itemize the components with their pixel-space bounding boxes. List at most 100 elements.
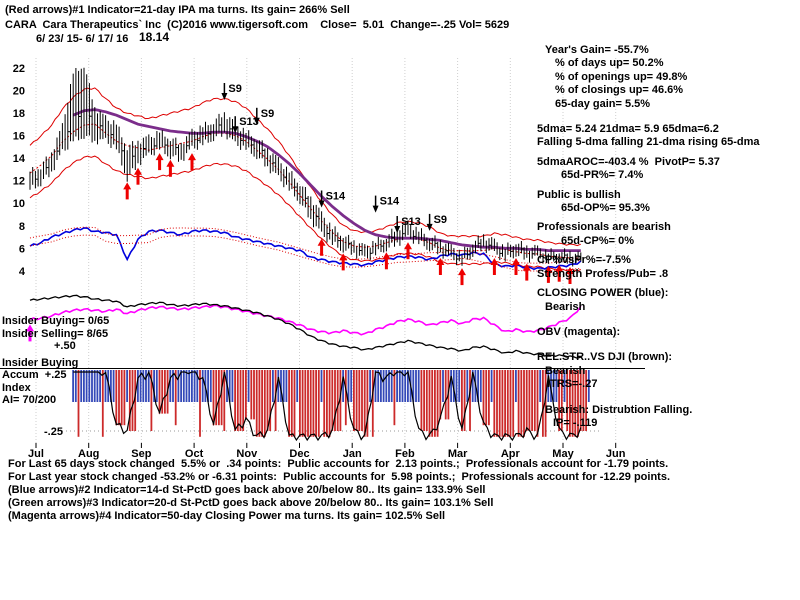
obv-line: [29, 304, 582, 336]
buy-arrow: [544, 265, 553, 283]
buy-arrow: [188, 153, 196, 171]
stat-line: Public is bullish: [537, 188, 621, 201]
x-axis-month-label: Feb: [395, 448, 415, 460]
stat-line: IP= -.119: [553, 416, 598, 429]
x-axis-month-label: Jan: [343, 448, 362, 460]
y-axis-tick-label: 12: [13, 176, 25, 188]
y-axis-labels: 22 20 18 16 14 12 10 8 6 4: [13, 63, 26, 278]
stat-line: Bearish: Distrubtion Falling.: [545, 403, 693, 416]
x-axis-month-label: Dec: [289, 448, 309, 460]
sell-signal-label: S13: [401, 216, 421, 228]
chart-annotation: Insider Selling= 8/65: [2, 328, 109, 340]
y-axis-tick-label: 8: [19, 221, 25, 233]
buy-arrow: [339, 253, 348, 271]
magenta-arrow-group: [26, 324, 34, 342]
buy-arrow: [512, 258, 520, 275]
footer-line: For Last year stock changed -53.2% or -6…: [8, 471, 670, 483]
month-labels: Jul Aug Sep Oct Nov Dec Jan Feb Mar Apr May Jun: [28, 443, 626, 460]
y-axis-tick-label: 14: [13, 153, 26, 165]
stat-line: Bearish: [545, 300, 586, 313]
y-axis-tick-label: 20: [13, 85, 25, 97]
stat-line: OBV (magenta):: [537, 325, 621, 338]
sell-signal-label: S14: [380, 196, 400, 208]
buy-arrow: [490, 258, 499, 275]
buy-arrows: [123, 153, 574, 286]
closing-power-bands: [29, 226, 581, 272]
price-bars: [29, 67, 582, 267]
x-axis-month-label: Sep: [131, 448, 151, 460]
closing-power-line: [29, 227, 582, 271]
sell-signal-label: S9: [228, 83, 241, 95]
buy-arrow: [555, 264, 564, 282]
buy-arrow: [436, 258, 445, 275]
x-axis-month-label: Jul: [28, 448, 44, 460]
buy-arrow: [458, 268, 466, 286]
magenta-buy-arrow: [26, 324, 34, 342]
stat-line: CLOSING POWER (blue):: [537, 287, 669, 300]
x-axis-month-label: Mar: [448, 448, 468, 460]
rel-strength-dji-line: [29, 294, 581, 359]
chart-annotation: -.25: [44, 426, 63, 438]
footer-line: (Green arrows)#3 Indicator=20-d St-PctD …: [8, 497, 494, 509]
x-axis-month-label: Aug: [78, 448, 99, 460]
y-axis-tick-label: 10: [13, 198, 25, 210]
x-axis-month-label: Jun: [606, 448, 626, 460]
x-axis-month-label: May: [552, 448, 574, 460]
chart-annotation: AI= 70/200: [2, 394, 57, 406]
sell-signal-label: S13: [239, 116, 259, 128]
x-axis-month-label: Oct: [185, 448, 204, 460]
stat-line: ITRS=-.27: [547, 378, 598, 391]
x-axis-month-label: Apr: [501, 448, 521, 460]
stat-line: 65d-OP%= 95.3%: [561, 202, 650, 215]
y-axis-tick-label: 18: [13, 108, 25, 120]
sell-signal-label: S14: [326, 190, 346, 202]
buy-arrow: [566, 267, 574, 284]
stat-line: REL.STR..VS DJI (brown):: [537, 351, 673, 364]
date-range-label: 6/ 23/ 15- 6/ 17/ 16: [36, 33, 129, 45]
stat-line: % of closings up= 46.6%: [555, 84, 684, 97]
stat-line: 65d-PR%= 7.4%: [561, 169, 644, 182]
stat-line: 65-day gain= 5.5%: [555, 97, 651, 110]
y-axis-tick-label: 4: [19, 266, 26, 278]
stat-line: % of days up= 50.2%: [555, 57, 664, 70]
chart-annotation: +.50: [54, 340, 76, 352]
header-signal-line: (Red arrows)#1 Indicator=21-day IPA ma t…: [5, 4, 350, 16]
y-axis-tick-label: 16: [13, 131, 25, 143]
stat-line: 5dmaAROC=-403.4 % PivotP= 5.37: [537, 155, 720, 168]
buy-arrow: [134, 167, 142, 185]
accumulation-histogram: [72, 370, 590, 437]
stat-line: % of openings up= 49.8%: [555, 70, 688, 83]
x-axis-month-label: Nov: [236, 448, 258, 460]
buy-arrow: [404, 242, 412, 260]
stat-line: Strength Profess/Pub= .8: [537, 267, 669, 280]
statistics-panel: Year's Gain= -55.7%% of days up= 50.2%% …: [537, 44, 799, 430]
footer-line: (Magenta arrows)#4 Indicator=50-day Clos…: [8, 510, 446, 522]
chart-annotation: Accum +.25: [2, 369, 67, 381]
peak-price-label: 18.14: [139, 30, 170, 44]
header-title-line: CARA Cara Therapeutics` Inc (C)2016 www.…: [5, 19, 510, 31]
buy-arrow: [166, 159, 175, 177]
sell-signal-label: S9: [261, 108, 274, 120]
chart-annotation: Insider Buying= 0/65: [2, 315, 110, 327]
ma-21day-line: [72, 108, 581, 253]
footer-line: For Last 65 days stock changed 5.5% or .…: [8, 458, 669, 470]
chart-annotation: Insider Buying: [2, 357, 79, 369]
stat-line: CP%vsPr%=-7.5%: [537, 254, 631, 267]
chart-annotation: Index: [2, 382, 31, 394]
stat-line: Falling 5-dma falling 21-dma rising 65-d…: [537, 136, 760, 149]
stat-line: 65d-CP%= 0%: [561, 234, 635, 247]
footer-line: (Blue arrows)#2 Indicator=14-d St-PctD g…: [8, 484, 486, 496]
buy-arrow: [522, 263, 531, 281]
buy-arrow: [155, 153, 164, 171]
stat-line: Professionals are bearish: [537, 221, 671, 234]
accumulation-line: [73, 370, 582, 442]
stat-line: Year's Gain= -55.7%: [545, 44, 649, 56]
buy-arrow: [123, 182, 132, 200]
y-axis-tick-label: 22: [13, 63, 25, 75]
y-axis-tick-label: 6: [19, 243, 25, 255]
stat-line: Bearish: [545, 364, 586, 377]
buy-arrow: [317, 238, 326, 256]
